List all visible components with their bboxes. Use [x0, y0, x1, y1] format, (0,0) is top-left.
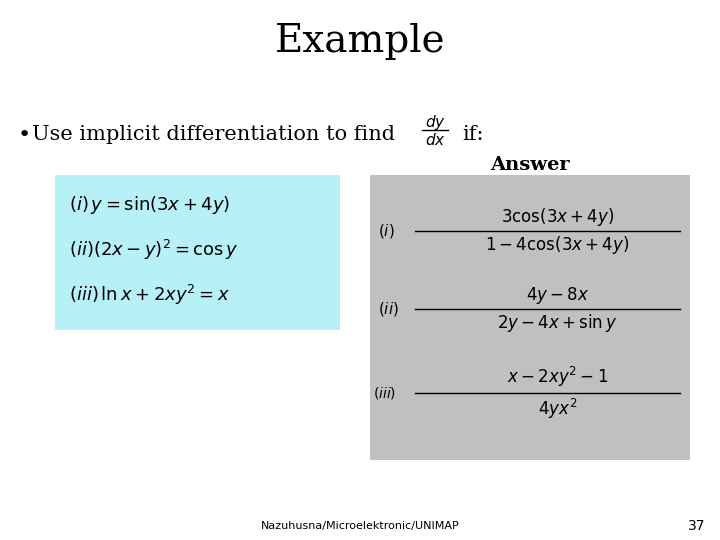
- Text: $(i)\,y = \sin(3x + 4y)$: $(i)\,y = \sin(3x + 4y)$: [69, 194, 230, 216]
- Text: $2y - 4x + \sin y$: $2y - 4x + \sin y$: [498, 312, 618, 334]
- Text: $(iii)\,\ln x + 2xy^2 = x$: $(iii)\,\ln x + 2xy^2 = x$: [69, 283, 230, 307]
- Text: $3\cos(3x + 4y)$: $3\cos(3x + 4y)$: [501, 206, 614, 228]
- Text: if:: if:: [462, 125, 484, 145]
- Text: $4y - 8x$: $4y - 8x$: [526, 285, 589, 306]
- Text: $1 - 4\cos(3x + 4y)$: $1 - 4\cos(3x + 4y)$: [485, 234, 630, 256]
- Text: Use implicit differentiation to find: Use implicit differentiation to find: [32, 125, 395, 145]
- Text: Nazuhusna/Microelektronic/UNIMAP: Nazuhusna/Microelektronic/UNIMAP: [261, 521, 459, 531]
- Text: •: •: [18, 125, 31, 145]
- Text: $dx$: $dx$: [425, 132, 446, 148]
- Text: Answer: Answer: [490, 156, 570, 174]
- Text: $(ii)(2x - y)^2 = \cos y$: $(ii)(2x - y)^2 = \cos y$: [69, 238, 239, 262]
- FancyBboxPatch shape: [55, 175, 340, 330]
- FancyBboxPatch shape: [370, 175, 690, 460]
- Text: $4yx^2$: $4yx^2$: [538, 397, 577, 421]
- Text: 37: 37: [688, 519, 705, 533]
- Text: $(i)$: $(i)$: [378, 222, 395, 240]
- Text: $(iii)$: $(iii)$: [373, 385, 396, 401]
- Text: Example: Example: [275, 24, 445, 60]
- Text: $x - 2xy^2 - 1$: $x - 2xy^2 - 1$: [507, 365, 608, 389]
- Text: $(ii)$: $(ii)$: [378, 300, 399, 318]
- Text: $dy$: $dy$: [425, 112, 446, 132]
